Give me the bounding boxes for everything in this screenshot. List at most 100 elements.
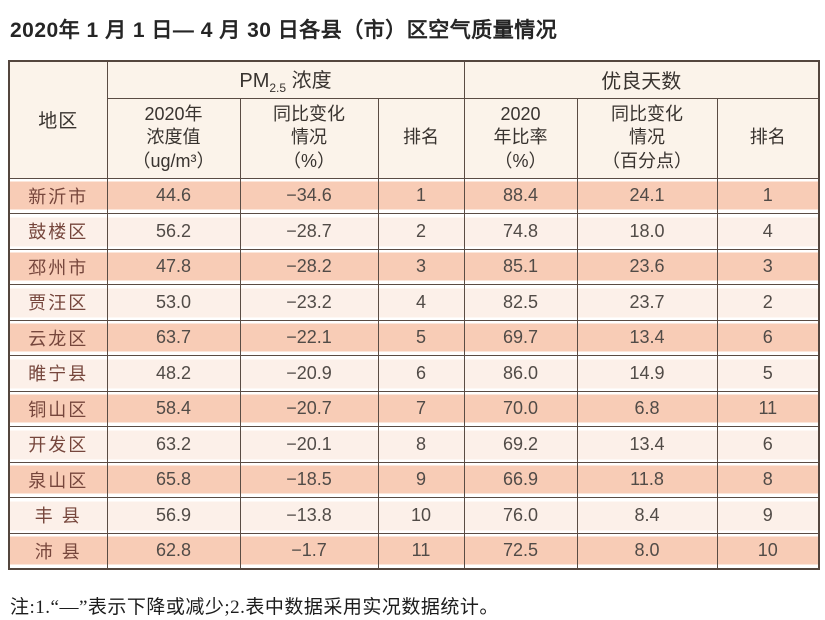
data-cell: 3 — [716, 248, 820, 285]
table-row: 泉山区 65.8 −18.5 9 66.9 11.8 8 — [8, 461, 820, 498]
data-cell: 23.6 — [576, 248, 718, 285]
region-name: 鼓楼区 — [8, 213, 108, 250]
pm-label-suffix: 浓度 — [286, 70, 332, 93]
region-name: 开发区 — [8, 426, 108, 463]
region-name: 贾汪区 — [8, 284, 108, 321]
page-title: 2020年 1 月 1 日— 4 月 30 日各县（市）区空气质量情况 — [10, 19, 558, 42]
data-cell: 2 — [716, 284, 820, 321]
data-cell: 2 — [377, 213, 465, 250]
data-cell: 1 — [716, 177, 820, 214]
data-cell: 70.0 — [463, 390, 578, 427]
data-cell: 63.7 — [106, 319, 241, 356]
column-group-pm25: PM2.5 浓度 — [106, 60, 465, 99]
column-group-good-days: 优良天数 — [463, 60, 820, 99]
data-cell: −1.7 — [239, 532, 379, 569]
region-name: 沛 县 — [8, 532, 108, 569]
data-cell: −28.7 — [239, 213, 379, 250]
data-cell: 10 — [716, 532, 820, 569]
data-cell: 76.0 — [463, 497, 578, 534]
data-cell: 5 — [377, 319, 465, 356]
data-cell: −18.5 — [239, 461, 379, 498]
data-cell: 8.0 — [576, 532, 718, 569]
column-header-pm-value: 2020年 浓度值 （ug/m³） — [106, 97, 241, 179]
data-cell: 69.2 — [463, 426, 578, 463]
table-row: 新沂市 44.6 −34.6 1 88.4 24.1 1 — [8, 177, 820, 214]
data-cell: 72.5 — [463, 532, 578, 569]
data-cell: 65.8 — [106, 461, 241, 498]
data-cell: 3 — [377, 248, 465, 285]
footnote: 注:1.“—”表示下降或减少;2.表中数据采用实况数据统计。 — [10, 596, 499, 618]
data-cell: −23.2 — [239, 284, 379, 321]
data-cell: 4 — [716, 213, 820, 250]
data-cell: 85.1 — [463, 248, 578, 285]
data-cell: 6 — [716, 426, 820, 463]
data-cell: 23.7 — [576, 284, 718, 321]
column-header-good-rank: 排名 — [716, 97, 820, 179]
data-cell: −28.2 — [239, 248, 379, 285]
data-cell: 6.8 — [576, 390, 718, 427]
table-row: 邳州市 47.8 −28.2 3 85.1 23.6 3 — [8, 248, 820, 285]
region-name: 泉山区 — [8, 461, 108, 498]
data-cell: 8.4 — [576, 497, 718, 534]
table-row: 贾汪区 53.0 −23.2 4 82.5 23.7 2 — [8, 284, 820, 321]
data-cell: −22.1 — [239, 319, 379, 356]
table-header: 地区 PM2.5 浓度 优良天数 2020年 浓度值 （ug/m³） 同比变化 … — [8, 60, 820, 179]
region-name: 云龙区 — [8, 319, 108, 356]
data-cell: −20.9 — [239, 355, 379, 392]
data-cell: 8 — [377, 426, 465, 463]
data-cell: 56.2 — [106, 213, 241, 250]
data-cell: 18.0 — [576, 213, 718, 250]
region-name: 邳州市 — [8, 248, 108, 285]
column-header-pm-rank: 排名 — [377, 97, 465, 179]
data-cell: −20.1 — [239, 426, 379, 463]
data-cell: 6 — [716, 319, 820, 356]
data-cell: 56.9 — [106, 497, 241, 534]
data-cell: 58.4 — [106, 390, 241, 427]
data-cell: 11 — [716, 390, 820, 427]
data-cell: 62.8 — [106, 532, 241, 569]
data-cell: 69.7 — [463, 319, 578, 356]
table-body: 新沂市 44.6 −34.6 1 88.4 24.1 1 鼓楼区 56.2 −28.7 2 74.8 1… — [8, 177, 820, 569]
column-header-region: 地区 — [8, 60, 108, 179]
data-cell: 5 — [716, 355, 820, 392]
data-cell: 63.2 — [106, 426, 241, 463]
data-cell: −20.7 — [239, 390, 379, 427]
data-cell: 14.9 — [576, 355, 718, 392]
data-cell: 4 — [377, 284, 465, 321]
table-row: 云龙区 63.7 −22.1 5 69.7 13.4 6 — [8, 319, 820, 356]
data-cell: 9 — [716, 497, 820, 534]
data-cell: 66.9 — [463, 461, 578, 498]
pm-label-prefix: PM — [239, 70, 270, 93]
column-header-pm-change: 同比变化 情况 （%） — [239, 97, 379, 179]
table-row: 铜山区 58.4 −20.7 7 70.0 6.8 11 — [8, 390, 820, 427]
data-cell: −13.8 — [239, 497, 379, 534]
table-row: 丰 县 56.9 −13.8 10 76.0 8.4 9 — [8, 497, 820, 534]
region-name: 新沂市 — [8, 177, 108, 214]
data-cell: 13.4 — [576, 319, 718, 356]
region-name: 丰 县 — [8, 497, 108, 534]
data-cell: 48.2 — [106, 355, 241, 392]
column-header-good-rate: 2020 年比率 （%） — [463, 97, 578, 179]
table-row: 开发区 63.2 −20.1 8 69.2 13.4 6 — [8, 426, 820, 463]
data-cell: 82.5 — [463, 284, 578, 321]
data-cell: 44.6 — [106, 177, 241, 214]
data-cell: 74.8 — [463, 213, 578, 250]
table-row: 沛 县 62.8 −1.7 11 72.5 8.0 10 — [8, 532, 820, 569]
air-quality-table: 地区 PM2.5 浓度 优良天数 2020年 浓度值 （ug/m³） 同比变化 … — [8, 60, 821, 570]
data-cell: 11 — [377, 532, 465, 569]
column-header-good-change: 同比变化 情况 （百分点） — [576, 97, 718, 179]
table-row: 睢宁县 48.2 −20.9 6 86.0 14.9 5 — [8, 355, 820, 392]
data-cell: 86.0 — [463, 355, 578, 392]
data-cell: 6 — [377, 355, 465, 392]
pm-label-subscript: 2.5 — [269, 81, 287, 96]
table-row: 鼓楼区 56.2 −28.7 2 74.8 18.0 4 — [8, 213, 820, 250]
data-cell: 7 — [377, 390, 465, 427]
region-name: 铜山区 — [8, 390, 108, 427]
data-cell: 10 — [377, 497, 465, 534]
data-cell: 11.8 — [576, 461, 718, 498]
data-cell: 24.1 — [576, 177, 718, 214]
data-cell: 88.4 — [463, 177, 578, 214]
data-cell: 8 — [716, 461, 820, 498]
data-cell: 53.0 — [106, 284, 241, 321]
